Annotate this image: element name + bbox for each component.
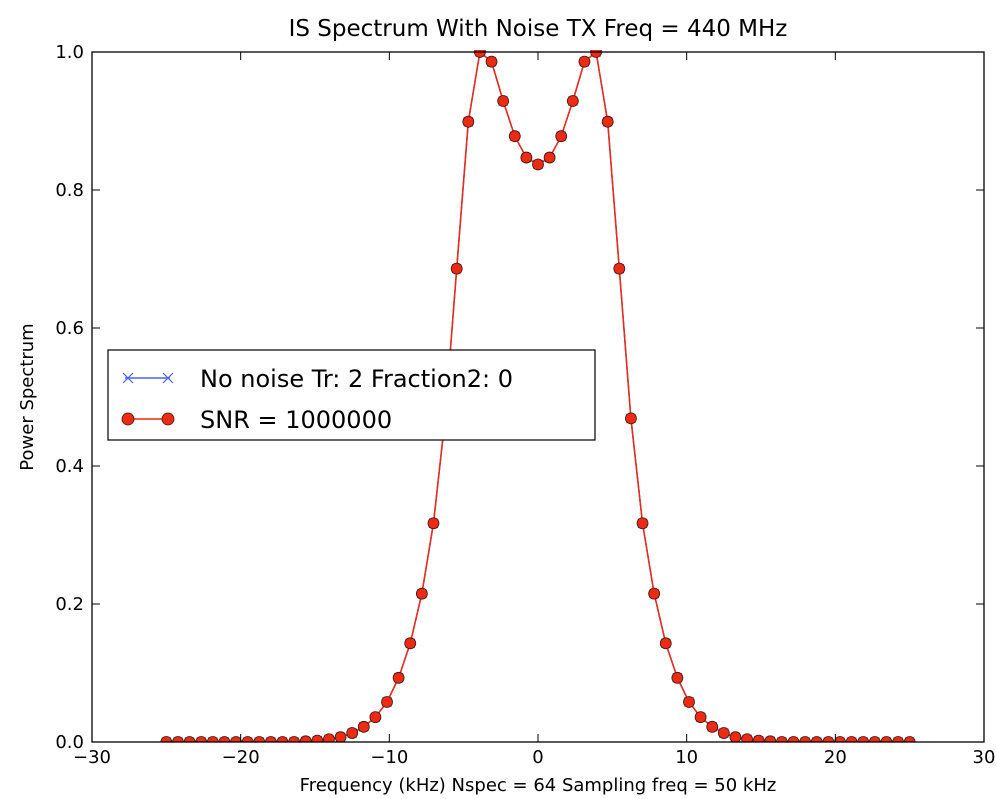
legend-snr-label: SNR = 1000000 (200, 406, 392, 434)
x-tick-label: −10 (370, 747, 408, 768)
series-snr-point (659, 637, 672, 650)
series-snr-point (671, 671, 684, 684)
x-tick-label: 0 (532, 747, 543, 768)
series-snr-point (625, 412, 637, 425)
series-snr-point (218, 736, 231, 742)
series-snr-point (752, 734, 765, 742)
x-tick-label: 10 (675, 747, 698, 768)
series-snr-point (160, 736, 173, 742)
series-snr-point (776, 736, 788, 742)
y-tick-label: 0.2 (55, 594, 84, 615)
x-axis-label: Frequency (kHz) Nspec = 64 Sampling freq… (300, 775, 777, 796)
series-snr-point (264, 736, 277, 742)
y-tick-label: 0.4 (55, 456, 84, 477)
series-snr-point (857, 736, 870, 742)
x-tick-label: 30 (973, 747, 996, 768)
series-snr-point (601, 115, 614, 128)
series-snr-point (636, 517, 649, 530)
series-snr-point (508, 130, 521, 143)
series-snr-point (450, 262, 463, 275)
series-snr-point (497, 95, 510, 107)
series-snr-point (648, 587, 661, 600)
y-tick-label: 0.0 (55, 732, 84, 753)
x-tick-label: −20 (222, 747, 260, 768)
legend-no-noise-label: No noise Tr: 2 Fraction2: 0 (200, 365, 513, 393)
series-snr-point (729, 731, 742, 742)
series-snr-point (253, 736, 266, 742)
y-tick-label: 0.8 (55, 180, 84, 201)
chart-title: IS Spectrum With Noise TX Freq = 440 MHz (289, 16, 788, 42)
series-snr-point (834, 736, 846, 742)
series-snr-point (543, 151, 556, 164)
x-tick-label: −30 (73, 747, 111, 768)
series-snr-point (566, 95, 579, 107)
series-snr-point (241, 736, 254, 742)
series-snr-point (381, 696, 393, 708)
series-snr-point (415, 587, 428, 600)
series-snr-point (694, 711, 707, 724)
series-snr-point (299, 735, 312, 742)
series-snr-point (903, 736, 916, 742)
series-snr-point (195, 736, 208, 742)
series-snr-point (334, 731, 347, 742)
series-snr-point (555, 130, 568, 143)
y-tick-label: 0.6 (55, 318, 84, 339)
series-snr-point (404, 637, 417, 650)
series-snr-point (892, 736, 904, 742)
series-snr-point (311, 734, 324, 742)
y-axis-label: Power Spectrum (17, 323, 38, 470)
series-snr-point (392, 671, 405, 684)
series-snr-point (230, 736, 242, 742)
series-snr-point (741, 733, 753, 742)
series-snr-point (357, 720, 370, 733)
series-snr-point (427, 517, 440, 530)
series-snr-point (485, 55, 498, 68)
series-snr-point (706, 720, 719, 733)
x-tick-label: 20 (824, 747, 847, 768)
series-snr-point (799, 736, 812, 742)
series-snr-point (520, 151, 533, 164)
series-snr-point (288, 736, 300, 742)
series-snr-point (462, 115, 475, 128)
series-snr-point (787, 736, 800, 742)
legend-snr-marker (121, 412, 135, 426)
series-snr-point (206, 736, 219, 742)
legend: No noise Tr: 2 Fraction2: 0 SNR = 1000000 (107, 349, 596, 441)
series-snr-point (183, 736, 196, 742)
series-snr-point (845, 736, 858, 742)
series-snr-point (810, 736, 823, 742)
series-snr-point (822, 736, 835, 742)
series-snr-point (764, 735, 777, 742)
series-snr-point (868, 736, 881, 742)
series-snr-point (717, 727, 730, 739)
series-snr-point (683, 696, 695, 708)
y-tick-label: 1.0 (55, 42, 84, 63)
legend-no-noise-marker (122, 372, 134, 384)
series-snr-point (172, 736, 184, 742)
legend-no-noise-marker (162, 372, 174, 384)
series-snr-point (369, 711, 382, 724)
series-snr-point (346, 727, 359, 739)
series-snr-point (578, 55, 591, 68)
series-snr-point (880, 736, 893, 742)
series-snr-point (613, 262, 626, 275)
legend-box (107, 349, 596, 441)
series-snr-point (532, 158, 544, 171)
series-snr-point (323, 733, 335, 742)
legend-snr-marker (161, 412, 175, 426)
series-snr-point (276, 736, 289, 742)
